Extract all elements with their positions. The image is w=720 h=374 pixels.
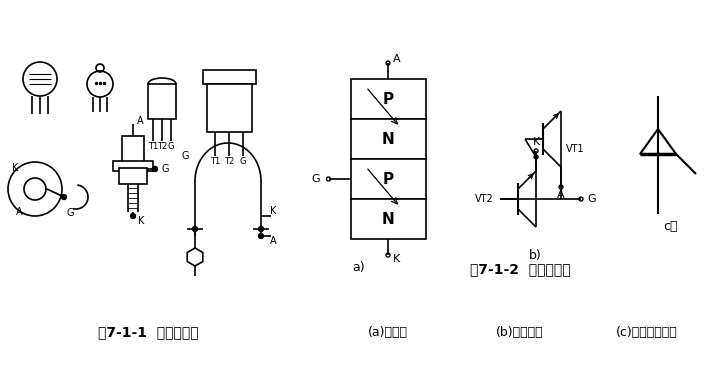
Text: G: G xyxy=(161,164,168,174)
Text: VT1: VT1 xyxy=(566,144,585,154)
Text: G: G xyxy=(181,151,189,161)
Bar xyxy=(203,70,256,84)
Circle shape xyxy=(258,227,264,232)
Bar xyxy=(122,136,144,164)
Circle shape xyxy=(153,166,158,172)
Text: (b)等效电路: (b)等效电路 xyxy=(496,325,544,338)
Text: 图7-1-1  晶闸管外形: 图7-1-1 晶闸管外形 xyxy=(98,325,198,339)
Text: N: N xyxy=(382,132,395,147)
Text: a): a) xyxy=(353,261,365,273)
Circle shape xyxy=(130,214,135,218)
Text: (a)结构图: (a)结构图 xyxy=(368,325,408,338)
Text: A: A xyxy=(557,190,564,200)
Bar xyxy=(113,161,153,171)
Text: G: G xyxy=(587,194,595,204)
Text: N: N xyxy=(382,212,395,227)
Text: G: G xyxy=(312,174,320,184)
Text: T2: T2 xyxy=(224,156,234,166)
Text: G: G xyxy=(240,156,246,166)
Text: K: K xyxy=(138,216,145,226)
Circle shape xyxy=(534,155,538,159)
Bar xyxy=(351,119,426,159)
Circle shape xyxy=(258,233,264,239)
Text: A: A xyxy=(393,54,400,64)
Circle shape xyxy=(61,194,66,199)
Text: c）: c） xyxy=(663,220,678,233)
Text: K: K xyxy=(393,254,400,264)
Circle shape xyxy=(192,227,197,232)
Text: T2: T2 xyxy=(157,141,167,150)
Text: P: P xyxy=(382,172,394,187)
Text: (c)电路图形符号: (c)电路图形符号 xyxy=(616,325,678,338)
Text: A: A xyxy=(137,116,143,126)
Text: A: A xyxy=(16,207,22,217)
Text: G: G xyxy=(168,141,174,150)
Bar xyxy=(351,199,426,239)
Text: G: G xyxy=(66,208,73,218)
Bar xyxy=(351,159,426,199)
Bar xyxy=(207,84,252,132)
Bar xyxy=(119,168,147,184)
Text: 图7-1-2  普通晶闸管: 图7-1-2 普通晶闸管 xyxy=(469,262,570,276)
Text: P: P xyxy=(382,92,394,107)
Text: K: K xyxy=(12,163,19,173)
Text: b): b) xyxy=(528,249,541,263)
Bar xyxy=(351,79,426,119)
Text: A: A xyxy=(270,236,276,246)
Bar xyxy=(148,84,176,119)
Text: K: K xyxy=(270,206,276,216)
Text: K: K xyxy=(532,137,539,147)
Text: VT2: VT2 xyxy=(474,194,493,204)
Text: T1: T1 xyxy=(148,141,158,150)
Text: T1: T1 xyxy=(210,156,220,166)
